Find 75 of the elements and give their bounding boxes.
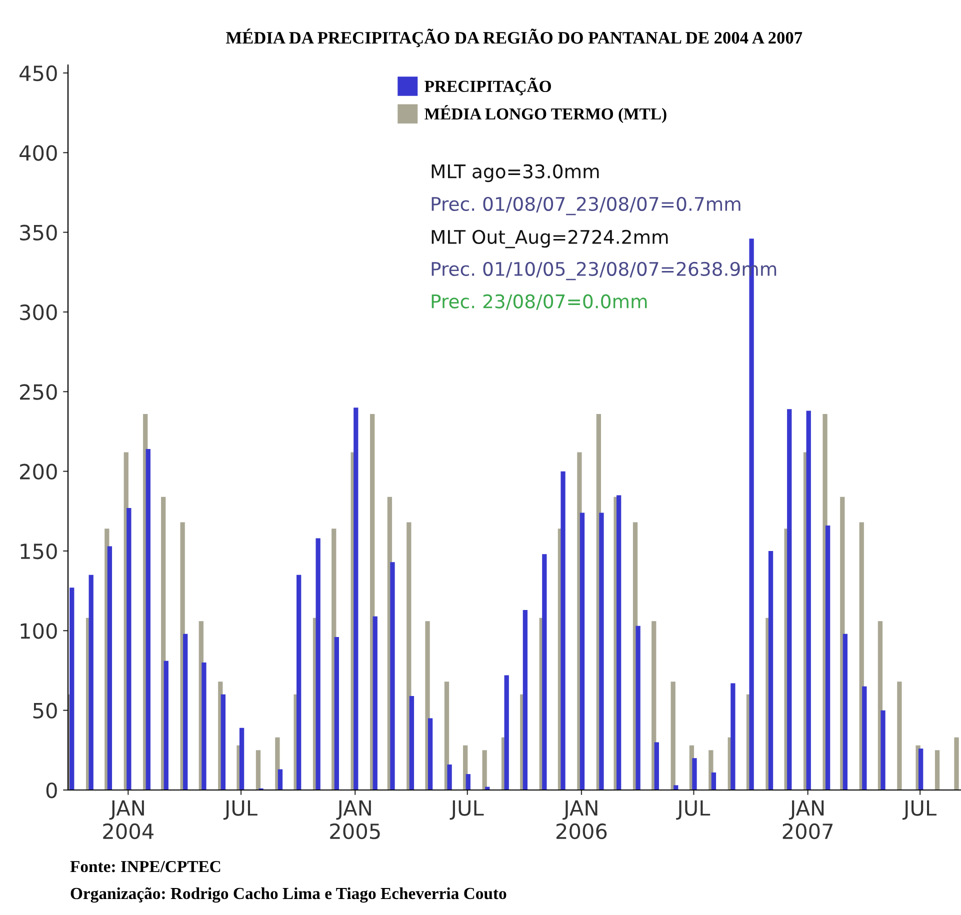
bar [146, 449, 150, 790]
annotation: Prec. 23/08/07=0.0mm [432, 294, 647, 310]
x-tick-label: JUL [676, 800, 710, 820]
x-tick-label: JAN 2006 [556, 800, 607, 840]
y-tick-label: 150 [20, 543, 57, 560]
bar [954, 737, 959, 790]
text: Organização: Rodrigo Cacho Lima e Tiago Echeverria Couto [70, 887, 506, 903]
bar [164, 660, 168, 790]
y-tick-label: 50 [33, 702, 57, 719]
bar [428, 718, 433, 790]
bar [447, 764, 452, 790]
bar [730, 683, 736, 790]
bar [580, 512, 585, 790]
bar [842, 634, 848, 790]
bar [768, 550, 774, 790]
y-tick-label: 0 [46, 782, 57, 798]
annotation: MLT Out_Aug=2724.2mm [432, 230, 668, 248]
y-tick-label: 250 [20, 384, 57, 400]
bar [220, 694, 226, 790]
bar [278, 769, 283, 790]
bar [674, 785, 678, 790]
bar [316, 538, 320, 790]
x-tick-label: JAN 2004 [103, 800, 154, 840]
bar [107, 546, 112, 790]
legend-label: MÉDIA LONGO TERMO (MTL) [424, 105, 666, 123]
bar [806, 410, 811, 790]
y-tick-label: 400 [20, 145, 57, 161]
bar [390, 562, 395, 790]
bar [126, 508, 132, 790]
annotation: Prec. 01/08/07_23/08/07=0.7mm [432, 196, 740, 216]
legend-label: PRECIPITAÇÃO [424, 78, 551, 96]
bar [862, 686, 867, 790]
y-tick-label: 450 [20, 65, 57, 82]
bar [504, 675, 509, 790]
bar [670, 682, 676, 790]
bar [654, 742, 659, 790]
bar [918, 748, 924, 790]
bar [466, 774, 470, 790]
annotation: MLT ago=33.0mm [432, 164, 599, 182]
y-tick-label: 100 [20, 623, 57, 639]
source-note: Fonte: INPE/CPTEC [70, 860, 220, 872]
x-tick-label: JAN 2005 [330, 800, 380, 840]
bar [202, 662, 206, 790]
bar [239, 728, 244, 790]
bar [560, 471, 566, 790]
bar [183, 634, 188, 790]
bar [88, 574, 94, 790]
bar [334, 637, 339, 790]
bar [692, 758, 697, 790]
bar [599, 512, 604, 790]
bar [711, 772, 716, 790]
bar [826, 525, 830, 790]
y-tick-label: 300 [20, 304, 57, 320]
bar [409, 696, 414, 790]
bar [296, 574, 302, 790]
bar [897, 682, 902, 790]
bar [542, 554, 547, 790]
x-tick-label: JUL [450, 800, 484, 820]
y-tick-label: 350 [20, 224, 57, 241]
bar [636, 626, 640, 790]
y-tick-label: 200 [20, 464, 57, 480]
x-tick-label: JUL [902, 800, 936, 820]
bar [256, 750, 261, 790]
bar [372, 616, 378, 790]
bar [482, 750, 487, 790]
bar [70, 588, 74, 790]
x-tick-label: JUL [223, 800, 258, 820]
bar [880, 710, 886, 790]
x-tick-label: JAN 2007 [782, 800, 833, 840]
bar [522, 610, 528, 790]
chart-title: MÉDIA DA PRECIPITAÇÃO DA REGIÃO DO PANTANAL DE 2004 A 2007 [226, 28, 802, 48]
bar [934, 750, 940, 790]
bar [787, 409, 792, 790]
bar [616, 495, 622, 790]
bar [354, 408, 358, 790]
